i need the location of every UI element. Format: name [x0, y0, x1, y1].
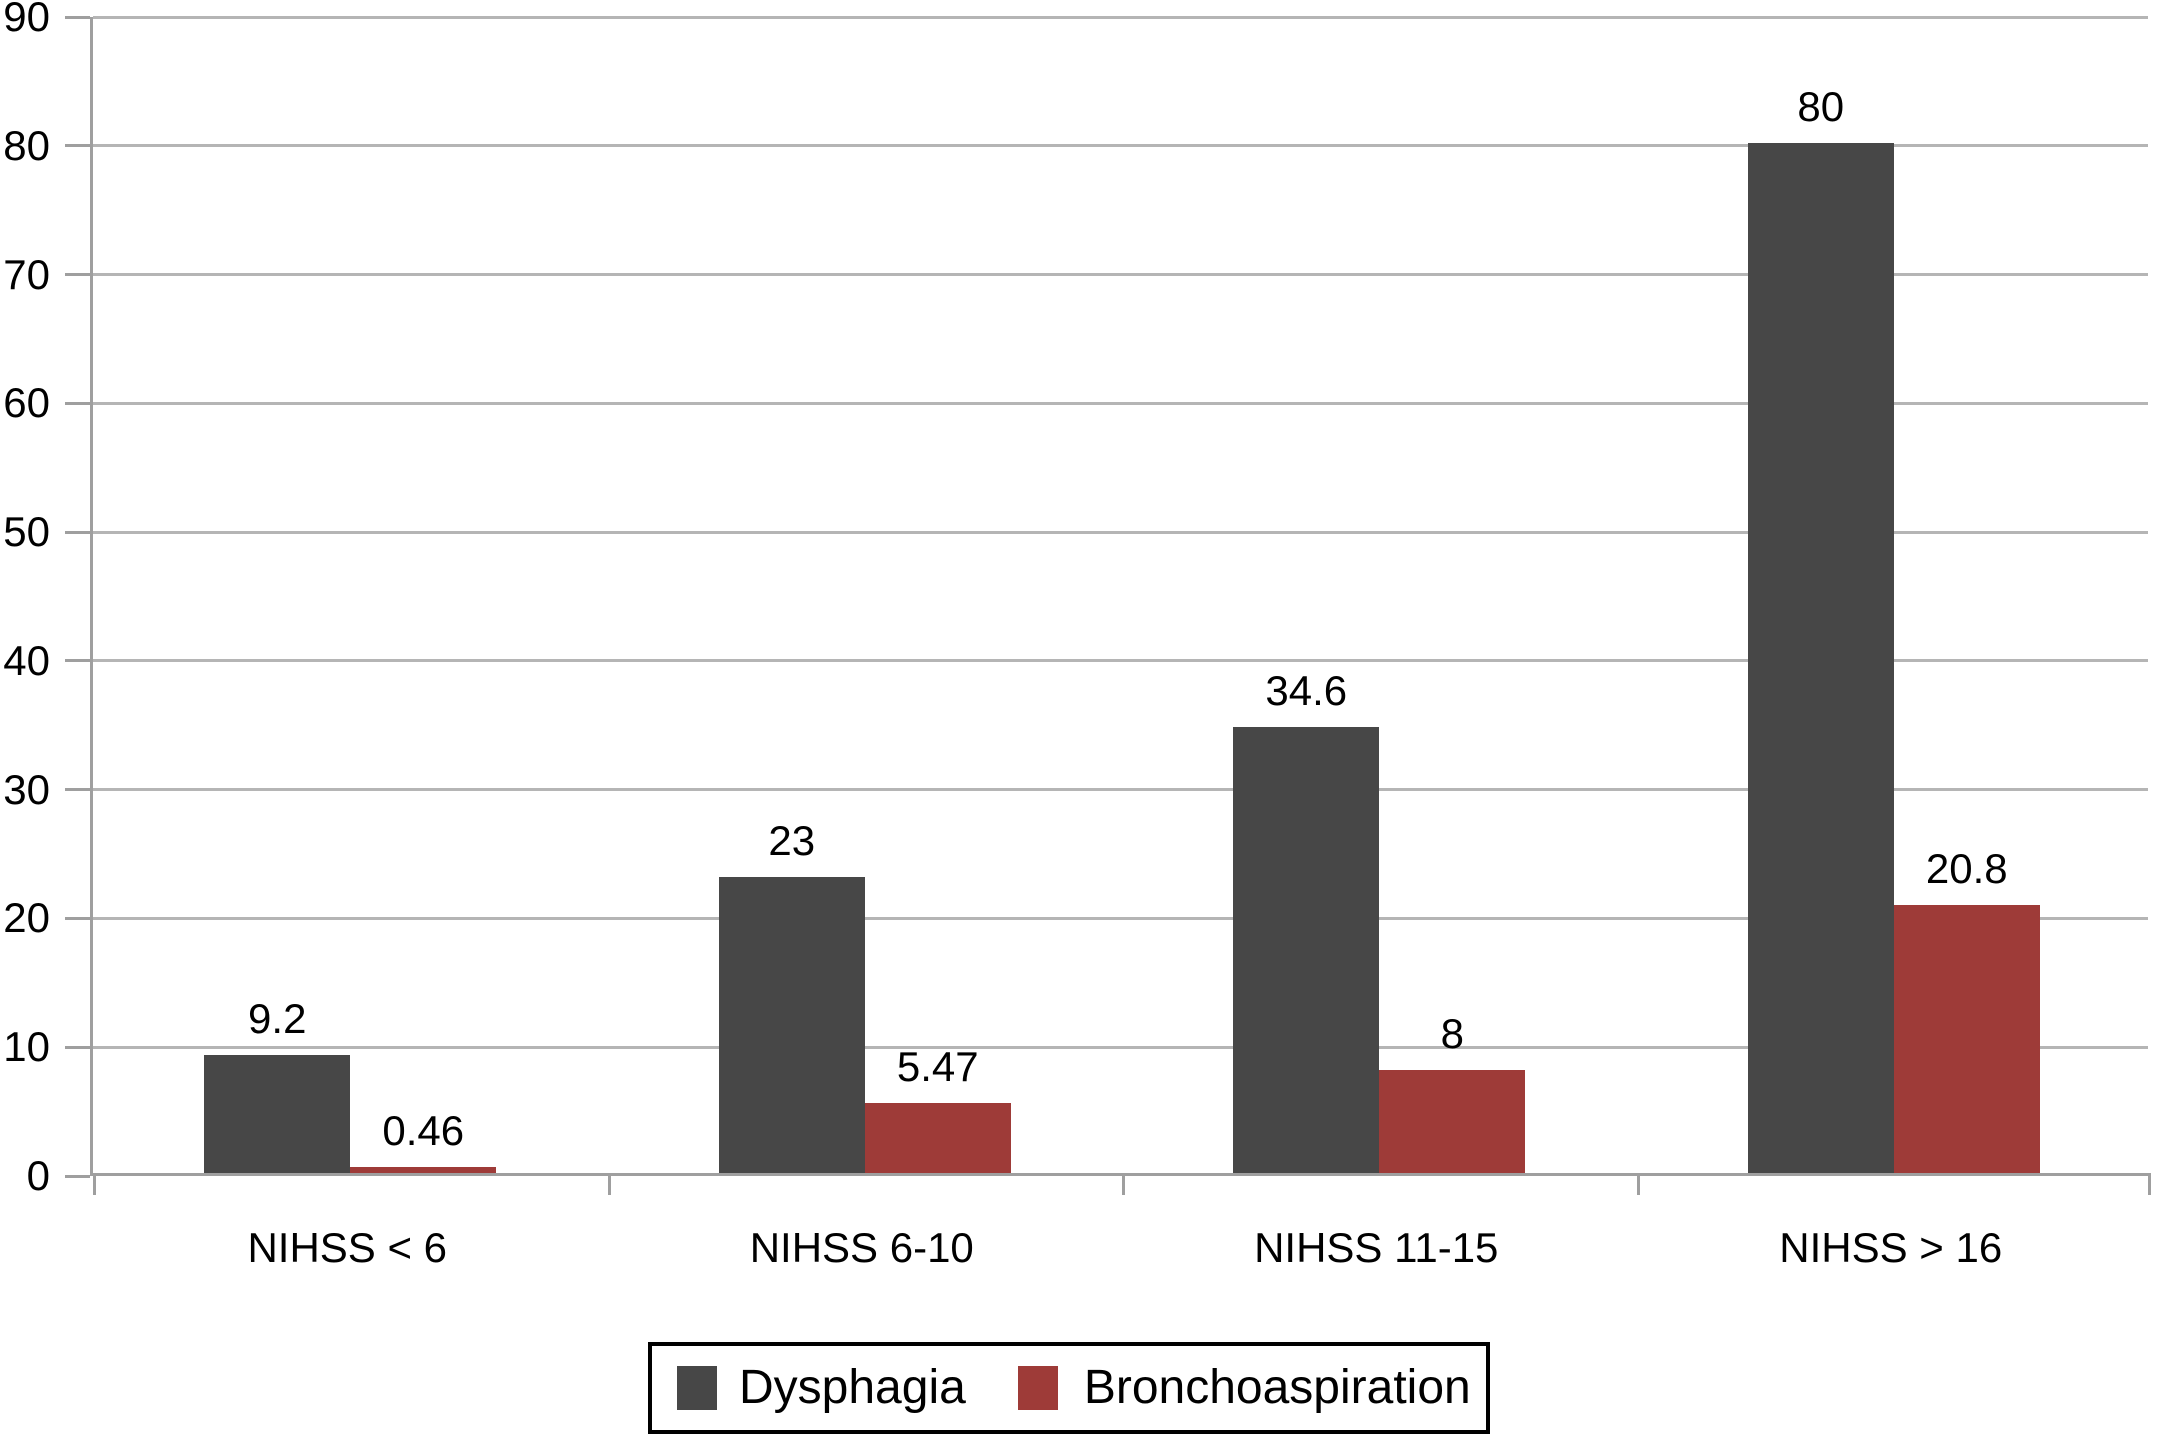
x-axis-tick: [607, 1173, 611, 1195]
category-label: NIHSS 6-10: [749, 1224, 974, 1271]
category-label: NIHSS > 16: [1779, 1224, 2003, 1271]
y-tick-label: 50: [3, 508, 50, 556]
value-label: 80: [1797, 82, 1845, 130]
value-label: 9.2: [248, 994, 307, 1042]
value-label: 0.46: [382, 1107, 465, 1155]
y-gridline: [93, 1045, 2148, 1049]
legend: Dysphagia Bronchoaspiration: [648, 1342, 1490, 1434]
bar-bronchoaspiration-nihss6-10: [864, 1102, 1011, 1173]
plot-area: 9.2 0.46 23 5.47 34.6 8 80 20.8: [65, 15, 2151, 1195]
value-label: 8: [1440, 1009, 1464, 1057]
bar-dysphagia-nihss>16: [1747, 142, 1894, 1173]
bar-dysphagia-nihss11-15: [1233, 727, 1380, 1173]
legend-swatch-bronchoaspiration: [1017, 1366, 1058, 1410]
y-tick-label: 30: [3, 765, 50, 813]
y-tick-label: 0: [26, 1152, 50, 1199]
bar-dysphagia-nihss6-10: [718, 876, 865, 1173]
y-axis-tick: [65, 659, 90, 663]
y-gridline: [93, 144, 2148, 148]
legend-label-dysphagia: Dysphagia: [739, 1361, 966, 1414]
y-axis-tick: [65, 144, 90, 148]
bar-bronchoaspiration-nihss11-15: [1379, 1069, 1526, 1173]
y-gridline: [93, 659, 2148, 663]
value-label: 5.47: [896, 1042, 979, 1090]
category-label: NIHSS 11-15: [1254, 1224, 1499, 1271]
legend-label-bronchoaspiration: Bronchoaspiration: [1083, 1361, 1471, 1414]
y-gridline: [93, 401, 2148, 405]
x-axis-tick: [1636, 1173, 1640, 1195]
y-axis-tick: [65, 1174, 90, 1178]
y-tick-label: 10: [3, 1023, 50, 1071]
x-axis-tick: [1122, 1173, 1125, 1195]
y-tick-label: 70: [3, 250, 50, 298]
y-tick-label: 80: [3, 121, 50, 169]
y-axis-tick: [65, 401, 90, 405]
y-axis-tick: [65, 530, 90, 534]
bar-bronchoaspiration-nihss<6: [350, 1167, 497, 1173]
value-label: 23: [768, 816, 816, 864]
x-axis-tick: [93, 1173, 96, 1195]
bar-bronchoaspiration-nihss>16: [1893, 905, 2040, 1173]
bar-dysphagia-nihss<6: [204, 1054, 351, 1173]
y-axis-tick: [65, 788, 90, 792]
y-gridline: [93, 15, 2148, 19]
value-label: 34.6: [1265, 667, 1348, 715]
y-tick-label: 60: [3, 379, 50, 427]
value-label: 20.8: [1925, 845, 2008, 893]
y-axis-tick: [65, 1045, 90, 1049]
y-axis-tick: [65, 273, 90, 277]
y-tick-label: 20: [3, 894, 50, 942]
y-tick-label: 40: [3, 636, 50, 684]
y-gridline: [93, 788, 2148, 792]
category-label: NIHSS < 6: [247, 1224, 448, 1271]
legend-swatch-dysphagia: [677, 1366, 717, 1410]
y-axis-tick: [65, 916, 90, 920]
y-tick-label: 90: [3, 0, 50, 40]
y-gridline: [93, 273, 2148, 277]
y-gridline: [93, 530, 2148, 534]
y-gridline: [93, 916, 2148, 920]
y-axis-tick: [65, 15, 90, 19]
x-axis-tick: [2148, 1173, 2151, 1195]
